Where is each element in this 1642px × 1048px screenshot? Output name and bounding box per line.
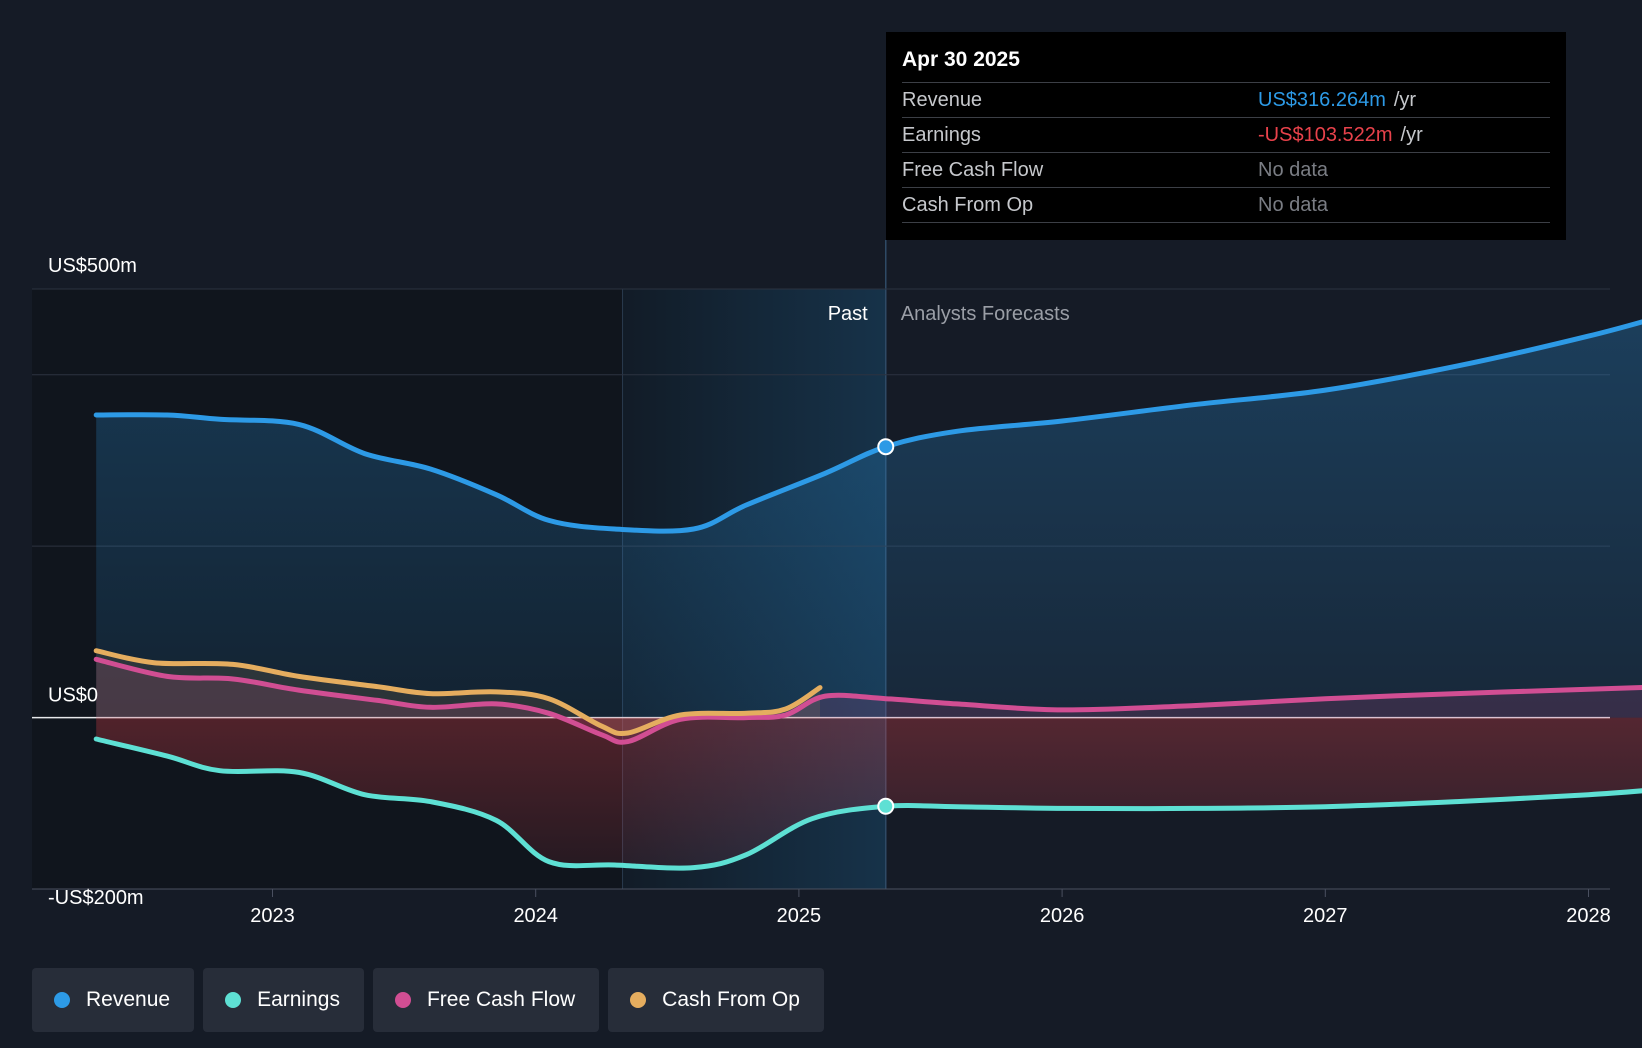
x-tick-label: 2023 [250,905,295,927]
legend-label: Revenue [86,988,171,1011]
tooltip-row-cash-from-op: Cash From Op No data [902,188,1550,223]
free-cash-flow-line [93,656,1642,745]
y-tick-label: US$0 [48,685,98,707]
earnings-marker [877,797,895,815]
tooltip-label: Free Cash Flow [902,159,1044,181]
cash-from-op-area [96,650,820,734]
tooltip-label: Cash From Op [902,194,1034,216]
tooltip-row-free-cash-flow: Free Cash Flow No data [902,153,1550,188]
earnings-dot-icon [225,992,242,1008]
cash-from-op-dot-icon [630,992,647,1008]
revenue-marker [877,438,895,456]
legend-item-cash-from-op[interactable]: Cash From Op [608,968,824,1032]
x-tick-label: 2024 [513,905,558,927]
tooltip-value: -US$103.522m [1258,124,1393,146]
chart-legend: Revenue Earnings Free Cash Flow Cash Fro… [32,968,824,1032]
cash-from-op-line [93,648,823,737]
tooltip-value: US$316.264m [1258,89,1386,111]
tooltip-value: No data [1258,194,1329,216]
y-tick-label: US$500m [48,255,137,277]
legend-item-revenue[interactable]: Revenue [32,968,195,1032]
tooltip-value: No data [1258,159,1329,181]
revenue-area [96,321,1642,718]
earnings-line [93,736,1642,871]
x-tick-label: 2027 [1303,905,1348,927]
x-tick-label: 2025 [777,905,822,927]
tooltip-label: Earnings [902,124,981,146]
legend-label: Cash From Op [662,988,800,1011]
legend-item-earnings[interactable]: Earnings [203,968,364,1032]
tooltip-date: Apr 30 2025 [902,46,1550,83]
past-label: Past [828,303,868,325]
legend-label: Earnings [257,988,340,1011]
x-tick-label: 2026 [1040,905,1085,927]
tooltip-row-earnings: Earnings -US$103.522m /yr [902,118,1550,153]
forecast-label: Analysts Forecasts [901,303,1070,325]
earnings-area [96,717,1642,869]
free-cash-flow-dot-icon [394,992,411,1008]
legend-label: Free Cash Flow [426,988,576,1011]
revenue-line [93,319,1642,534]
free-cash-flow-area [96,659,1642,743]
legend-item-free-cash-flow[interactable]: Free Cash Flow [372,968,600,1032]
y-tick-label: -US$200m [48,887,144,909]
tooltip-label: Revenue [902,89,983,111]
tooltip-unit: /yr [1400,124,1423,146]
tooltip-row-revenue: Revenue US$316.264m /yr [902,83,1550,118]
tooltip-panel: Apr 30 2025 Revenue US$316.264m /yr Earn… [886,32,1566,240]
x-tick-label: 2028 [1566,905,1611,927]
revenue-dot-icon [54,992,70,1008]
tooltip-unit: /yr [1393,89,1417,111]
